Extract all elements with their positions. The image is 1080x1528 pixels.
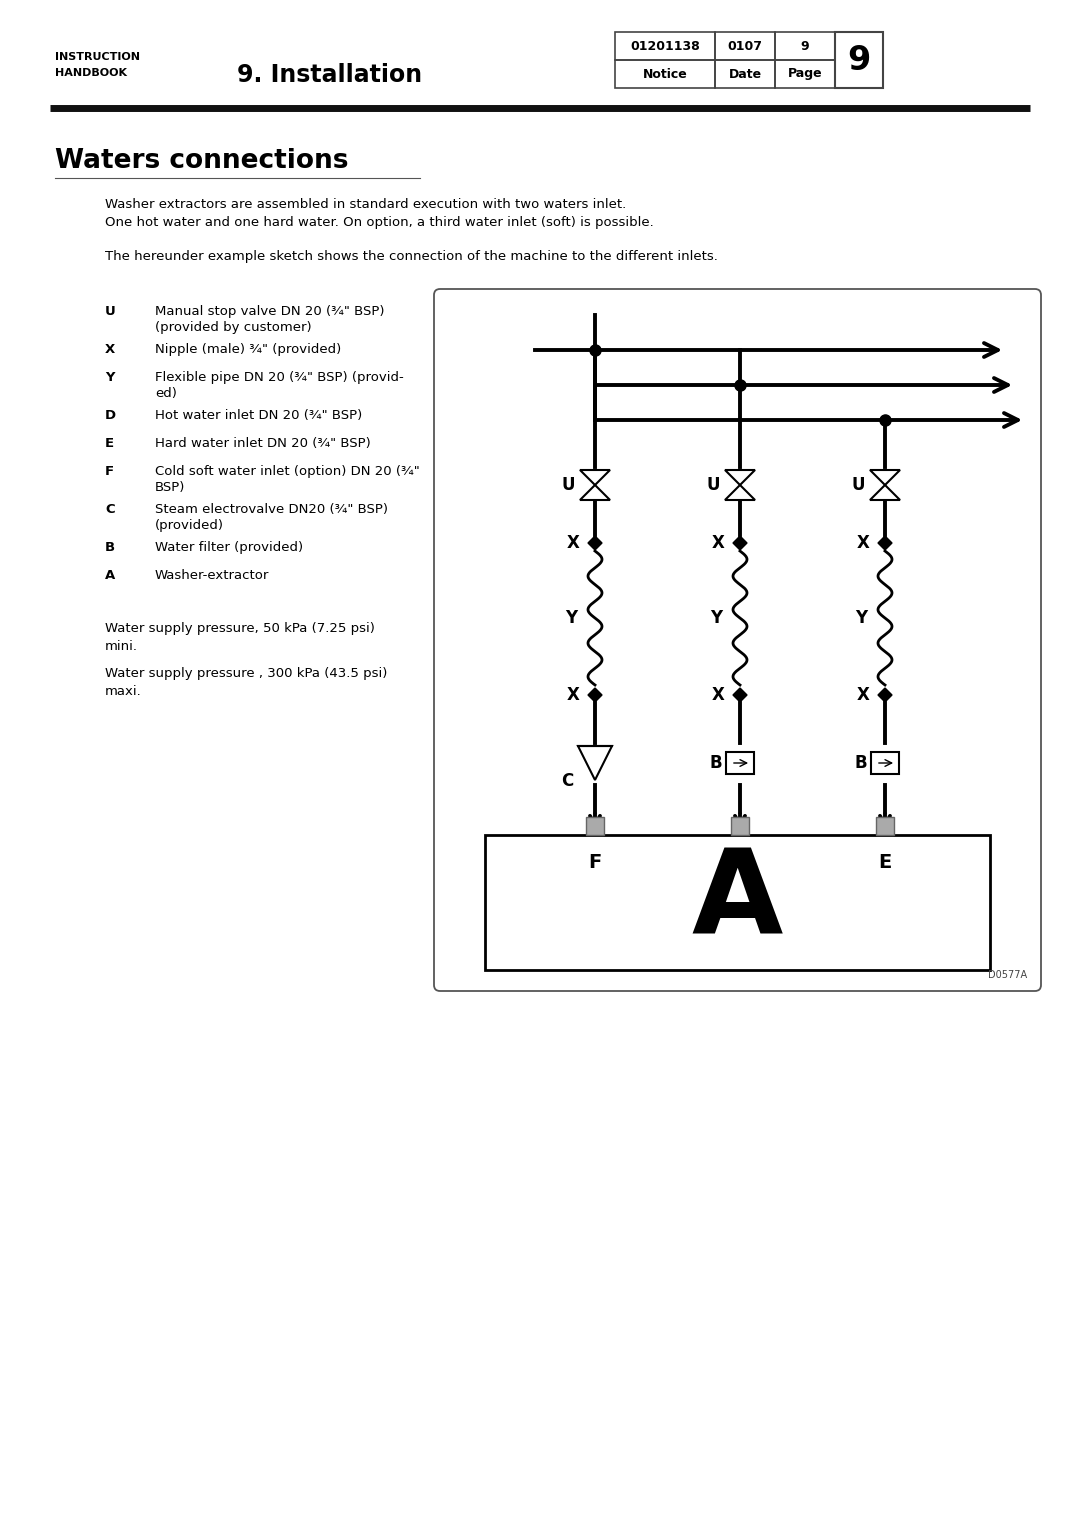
Text: U: U	[105, 306, 116, 318]
Polygon shape	[588, 536, 602, 550]
Text: Date: Date	[728, 67, 761, 81]
Text: U: U	[562, 477, 575, 494]
Polygon shape	[878, 536, 892, 550]
Bar	[731, 817, 750, 834]
Text: 9: 9	[800, 40, 809, 52]
Text: Flexible pipe DN 20 (¾" BSP) (provid-
ed): Flexible pipe DN 20 (¾" BSP) (provid- ed…	[156, 371, 404, 400]
Text: X: X	[567, 533, 580, 552]
Bar	[615, 60, 715, 89]
Bar	[835, 32, 883, 89]
Text: A: A	[105, 568, 116, 582]
Text: Y: Y	[855, 610, 867, 626]
Polygon shape	[733, 688, 747, 701]
Text: X: X	[567, 686, 580, 704]
Text: Water supply pressure , 300 kPa (43.5 psi)
maxi.: Water supply pressure , 300 kPa (43.5 ps…	[105, 668, 388, 698]
Text: Manual stop valve DN 20 (¾" BSP)
(provided by customer): Manual stop valve DN 20 (¾" BSP) (provid…	[156, 306, 384, 335]
Text: Waters connections: Waters connections	[55, 148, 349, 174]
Text: Y: Y	[710, 610, 723, 626]
Text: Water filter (provided): Water filter (provided)	[156, 541, 303, 555]
Text: E: E	[105, 437, 114, 451]
Text: Y: Y	[105, 371, 114, 384]
Text: Nipple (male) ¾" (provided): Nipple (male) ¾" (provided)	[156, 342, 341, 356]
Polygon shape	[733, 536, 747, 550]
Text: D: D	[732, 854, 748, 872]
Polygon shape	[580, 484, 610, 500]
Text: X: X	[712, 533, 725, 552]
Text: X: X	[858, 533, 870, 552]
Text: Water supply pressure, 50 kPa (7.25 psi)
mini.: Water supply pressure, 50 kPa (7.25 psi)…	[105, 622, 375, 652]
Text: Steam electrovalve DN20 (¾" BSP)
(provided): Steam electrovalve DN20 (¾" BSP) (provid…	[156, 503, 388, 532]
Bar	[615, 32, 715, 60]
Text: D0577A: D0577A	[988, 970, 1027, 979]
Text: X: X	[858, 686, 870, 704]
Text: F: F	[105, 465, 114, 478]
Bar	[485, 834, 990, 970]
Text: E: E	[878, 854, 892, 872]
Text: 9: 9	[848, 43, 870, 76]
Text: 0107: 0107	[728, 40, 762, 52]
FancyBboxPatch shape	[434, 289, 1041, 992]
Text: C: C	[561, 772, 573, 790]
Text: Cold soft water inlet (option) DN 20 (¾"
BSP): Cold soft water inlet (option) DN 20 (¾"…	[156, 465, 420, 495]
Text: Y: Y	[565, 610, 577, 626]
Text: Washer-extractor: Washer-extractor	[156, 568, 269, 582]
Text: Washer extractors are assembled in standard execution with two waters inlet.
One: Washer extractors are assembled in stand…	[105, 199, 653, 229]
Bar	[715, 32, 775, 60]
Text: Notice: Notice	[643, 67, 687, 81]
Bar	[715, 60, 775, 89]
Polygon shape	[725, 484, 755, 500]
Text: D: D	[105, 410, 117, 422]
Text: 01201138: 01201138	[630, 40, 700, 52]
Bar	[726, 752, 754, 775]
Text: U: U	[706, 477, 720, 494]
Text: Hot water inlet DN 20 (¾" BSP): Hot water inlet DN 20 (¾" BSP)	[156, 410, 362, 422]
Polygon shape	[588, 688, 602, 701]
Bar	[870, 752, 899, 775]
Text: HANDBOOK: HANDBOOK	[55, 69, 127, 78]
Polygon shape	[578, 746, 612, 779]
Bar	[876, 817, 894, 834]
Text: F: F	[589, 854, 602, 872]
Polygon shape	[870, 471, 900, 484]
Text: Page: Page	[787, 67, 822, 81]
Polygon shape	[580, 471, 610, 484]
Text: B: B	[105, 541, 116, 555]
Text: A: A	[692, 845, 783, 960]
Bar	[775, 60, 835, 89]
Text: 9. Installation: 9. Installation	[238, 63, 422, 87]
Text: INSTRUCTION: INSTRUCTION	[55, 52, 140, 63]
Polygon shape	[878, 688, 892, 701]
Text: X: X	[105, 342, 116, 356]
Bar	[775, 32, 835, 60]
Polygon shape	[725, 471, 755, 484]
Text: C: C	[105, 503, 114, 516]
Text: U: U	[851, 477, 865, 494]
Text: The hereunder example sketch shows the connection of the machine to the differen: The hereunder example sketch shows the c…	[105, 251, 718, 263]
Text: B: B	[710, 753, 723, 772]
Text: B: B	[854, 753, 867, 772]
Text: X: X	[712, 686, 725, 704]
Polygon shape	[870, 484, 900, 500]
Bar	[586, 817, 604, 834]
Text: Hard water inlet DN 20 (¾" BSP): Hard water inlet DN 20 (¾" BSP)	[156, 437, 370, 451]
